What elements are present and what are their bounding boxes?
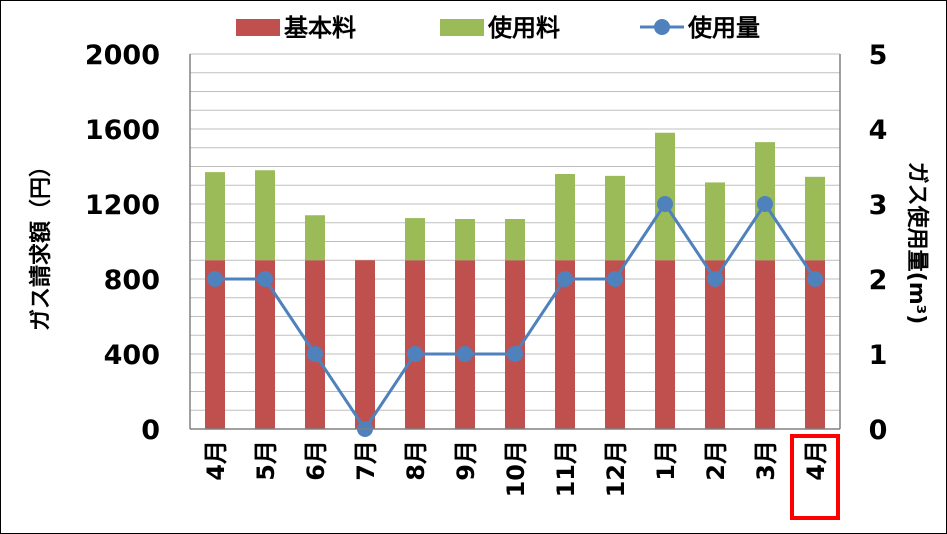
bar-usage-12 [805,176,825,261]
bar-usage-2 [305,215,325,261]
usage-point-8 [607,271,623,287]
usage-point-12 [807,271,823,287]
x-tick-label: 4月 [202,440,230,481]
legend: 基本料 使用料 使用量 [236,14,760,42]
bar-base-10 [705,260,725,429]
y-tick-label: 400 [104,340,160,371]
usage-point-5 [457,346,473,362]
usage-point-1 [257,271,273,287]
y-tick-label: 1200 [85,190,160,221]
x-tick-label: 11月 [552,440,580,497]
bar-usage-8 [605,175,625,261]
bar-base-4 [405,260,425,429]
x-tick-label: 7月 [352,440,380,481]
legend-swatch-1 [440,19,484,36]
legend-label-1: 使用料 [487,14,560,42]
usage-point-2 [307,346,323,362]
usage-line [207,196,823,437]
x-tick-label: 12月 [602,440,630,497]
x-tick-label: 10月 [502,440,530,497]
bar-base-12 [805,260,825,429]
x-tick-label: 1月 [652,440,680,481]
bar-usage-10 [705,182,725,261]
bar-base-0 [205,260,225,429]
bar-base-6 [505,260,525,429]
legend-swatch-0 [236,19,280,36]
y2-tick-label: 0 [869,415,888,446]
usage-point-11 [757,196,773,212]
x-tick-label: 5月 [252,440,280,481]
y-tick-label: 1600 [85,115,160,146]
y2-tick-label: 1 [869,340,888,371]
bar-base-9 [655,260,675,429]
y-tick-label: 0 [141,415,160,446]
usage-point-10 [707,271,723,287]
bar-base-1 [255,260,275,429]
bar-base-7 [555,260,575,429]
legend-marker [654,19,670,35]
highlight-box [790,434,840,520]
y-tick-label: 800 [104,265,160,296]
bar-usage-4 [405,218,425,261]
bar-base-5 [455,260,475,429]
legend-label-0: 基本料 [284,14,356,42]
y-tick-label: 2000 [85,40,160,71]
y2-tick-label: 2 [869,265,888,296]
x-tick-label: 6月 [302,440,330,481]
y2-tick-label: 5 [869,40,888,71]
bar-base-8 [605,260,625,429]
usage-point-6 [507,346,523,362]
bar-base-2 [305,260,325,429]
bars [205,132,825,429]
axes: 0 400 800 1200 1600 2000 0 1 2 3 4 5 4月 5月 6月 7月 8月 9月 10月… [85,40,888,520]
y2-axis-title: ガス使用量(m³) [904,162,929,325]
y2-tick-label: 3 [869,190,888,221]
bar-usage-6 [505,219,525,261]
y2-tick-label: 4 [869,115,888,146]
x-tick-label: 2月 [702,440,730,481]
x-tick-label: 4月 [802,440,830,481]
bar-base-3 [355,260,375,429]
x-tick-label: 3月 [752,440,780,481]
x-tick-label: 9月 [452,440,480,481]
x-tick-label: 8月 [402,440,430,481]
usage-point-4 [407,346,423,362]
usage-point-0 [207,271,223,287]
bar-usage-1 [255,170,275,261]
y-axis-title: ガス請求額（円） [28,155,54,331]
bar-usage-5 [455,219,475,261]
bar-usage-7 [555,174,575,261]
bar-base-11 [755,260,775,429]
bar-usage-0 [205,172,225,261]
usage-point-9 [657,196,673,212]
usage-point-7 [557,271,573,287]
legend-label-2: 使用量 [687,14,760,42]
